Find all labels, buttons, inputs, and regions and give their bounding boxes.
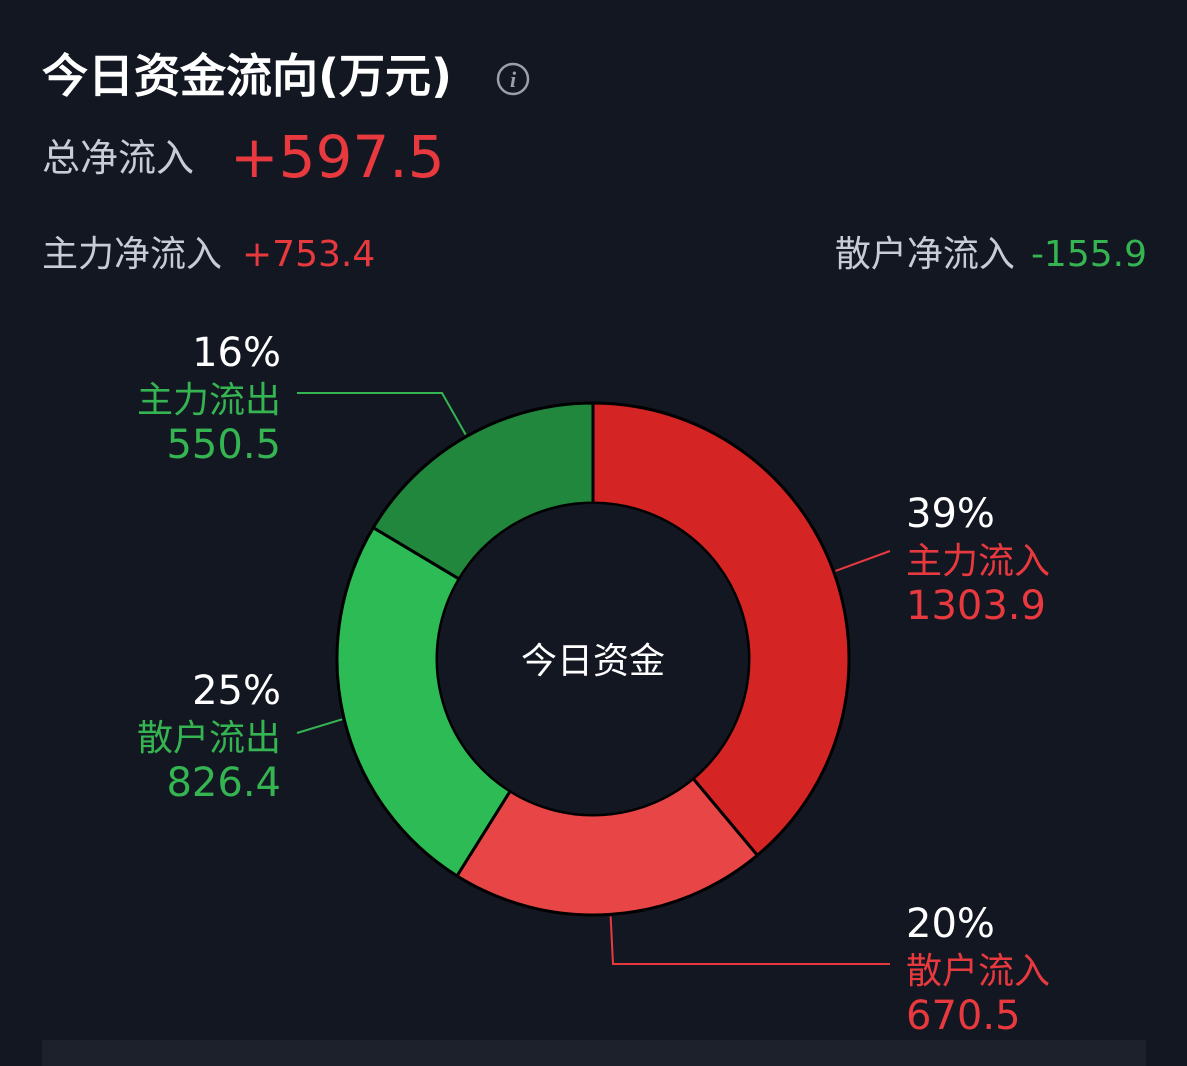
main-inflow-name-label: 主力流入 [906, 541, 1050, 582]
main-net-inflow-value: +753.4 [242, 234, 376, 275]
main-net-inflow-label: 主力净流入 [42, 234, 223, 275]
main-inflow-leader-line [835, 550, 891, 572]
retail-inflow-leader-line [609, 916, 890, 965]
main-outflow-slice[interactable] [371, 401, 595, 582]
total-net-inflow-value: +597.5 [230, 123, 445, 191]
donut-center-label: 今日资金 [521, 641, 665, 682]
retail-inflow-value-label: 670.5 [906, 993, 1021, 1039]
retail-inflow-slice[interactable] [454, 776, 760, 917]
main-inflow-slice[interactable] [591, 401, 851, 858]
retail-outflow-percent-label: 25% [192, 668, 281, 714]
retail-inflow-name-label: 散户流入 [906, 951, 1050, 992]
retail-net-inflow: 散户净流入 -155.9 [835, 232, 1147, 278]
retail-net-inflow-value: -155.9 [1030, 234, 1147, 275]
main-outflow-percent-label: 16% [192, 330, 281, 376]
retail-net-inflow-label: 散户净流入 [834, 234, 1015, 275]
retail-outflow-leader-line [296, 718, 343, 734]
page-title: 今日资金流向(万元) [42, 49, 453, 103]
main-inflow-value-label: 1303.9 [906, 583, 1046, 629]
svg-text:i: i [510, 67, 517, 92]
main-outflow-leader-line [297, 392, 467, 436]
info-icon[interactable]: i [496, 62, 530, 96]
retail-outflow-slice[interactable] [335, 525, 513, 878]
main-outflow-value-label: 550.5 [166, 422, 281, 468]
retail-outflow-value-label: 826.4 [166, 760, 281, 806]
retail-inflow-percent-label: 20% [906, 901, 995, 947]
main-inflow-percent-label: 39% [906, 491, 995, 537]
footer-bar [42, 1040, 1146, 1066]
donut-center [438, 504, 748, 814]
total-net-inflow-label: 总净流入 [42, 136, 195, 180]
main-outflow-name-label: 主力流出 [137, 380, 281, 421]
retail-outflow-name-label: 散户流出 [137, 718, 281, 759]
